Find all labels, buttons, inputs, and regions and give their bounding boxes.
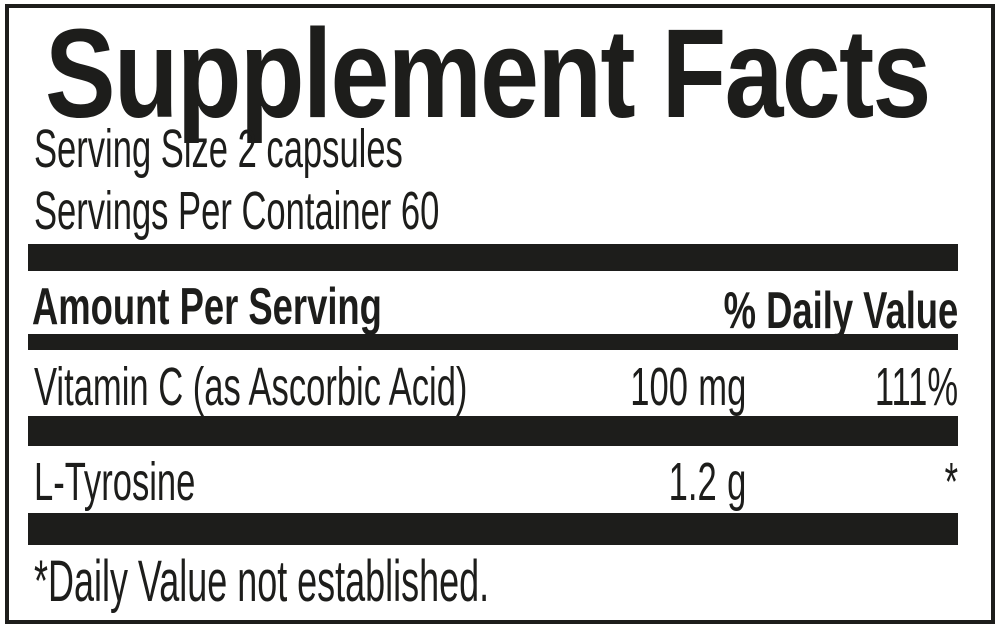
nutrient-row-vitamin-c: Vitamin C (as Ascorbic Acid) 100 mg 111%: [28, 356, 958, 417]
nutrient-row-l-tyrosine: L-Tyrosine 1.2 g *: [28, 451, 958, 512]
footnote-line: *Daily Value not established.: [34, 548, 958, 615]
nutrient-daily-value: *: [944, 452, 958, 512]
nutrient-amount: 100 mg: [630, 360, 746, 414]
serving-size-line: Serving Size 2 capsules: [34, 118, 958, 180]
percent-daily-value-header: % Daily Value: [723, 282, 958, 340]
column-header-row: Amount Per Serving % Daily Value: [28, 278, 958, 337]
supplement-facts-content: Supplement Facts Serving Size 2 capsules…: [28, 8, 958, 620]
servings-per-container-text: Servings Per Container 60: [34, 181, 440, 241]
amount-per-serving-header: Amount Per Serving: [32, 278, 382, 336]
supplement-facts-panel: Supplement Facts Serving Size 2 capsules…: [5, 4, 995, 624]
supplement-facts-title: Supplement Facts: [45, 3, 931, 144]
nutrient-daily-value: 111%: [874, 357, 958, 417]
divider-bar-thick-bottom: [28, 513, 958, 545]
nutrient-amount: 1.2 g: [668, 455, 746, 509]
serving-size-text: Serving Size 2 capsules: [34, 119, 403, 179]
divider-bar-medium: [28, 334, 958, 350]
nutrient-amount-value: 100: [629, 357, 688, 417]
nutrient-amount-unit: g: [726, 452, 746, 512]
footnote-text: *Daily Value not established.: [34, 549, 490, 614]
divider-bar-thick-middle: [28, 416, 958, 446]
servings-per-container-line: Servings Per Container 60: [34, 180, 958, 242]
nutrient-amount-value: 1.2: [668, 452, 717, 512]
nutrient-name: Vitamin C (as Ascorbic Acid): [34, 357, 468, 417]
nutrient-name: L-Tyrosine: [34, 452, 196, 512]
divider-bar-thick-top: [28, 244, 958, 271]
nutrient-amount-unit: mg: [697, 357, 746, 417]
